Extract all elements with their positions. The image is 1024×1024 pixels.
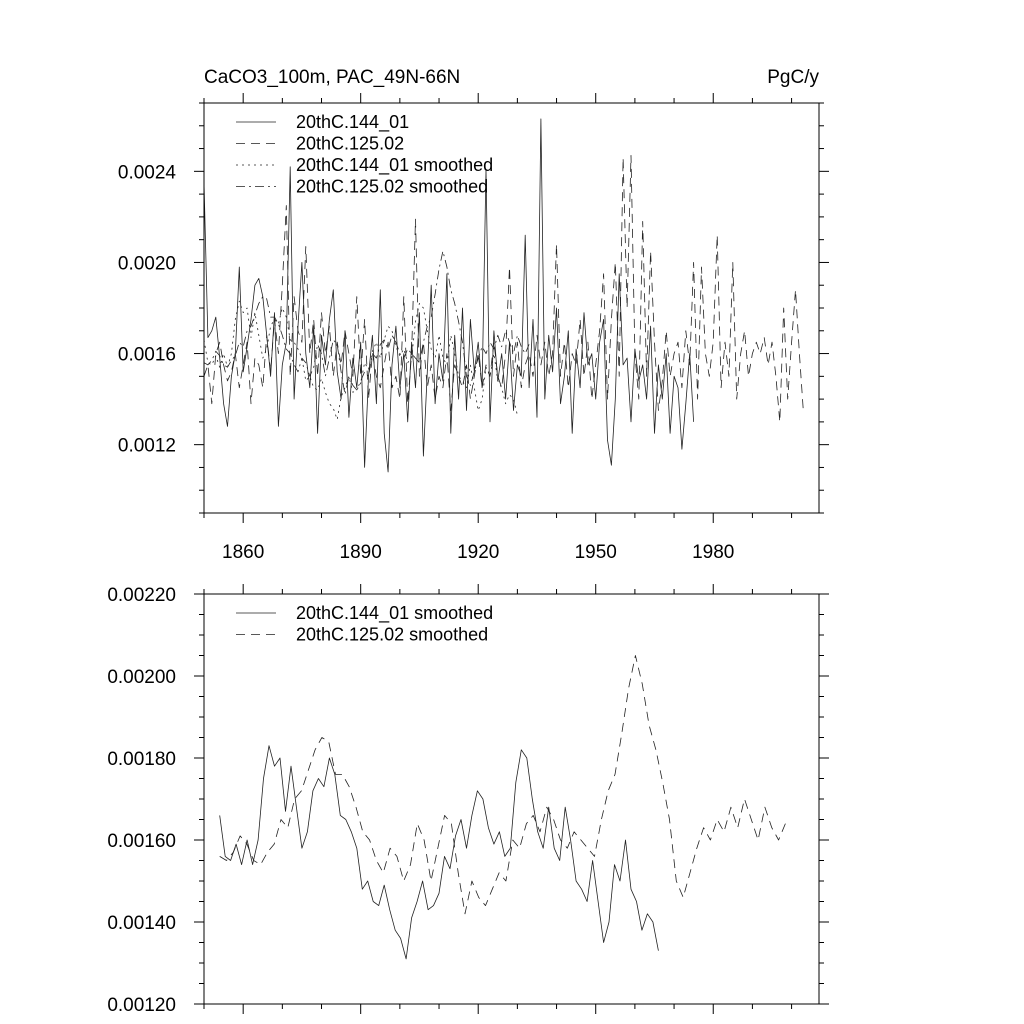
top-panel-x-tick-label: 1950 <box>575 542 617 563</box>
top-panel-y-tick-label: 0.0020 <box>118 253 176 274</box>
bottom-panel-y-tick-label: 0.00180 <box>107 749 176 770</box>
top-panel-legend-label-2: 20thC.125.02 <box>296 134 404 154</box>
top-panel-x-tick-label: 1860 <box>222 542 264 563</box>
bottom-panel: 0.00120 0.00140 0.00160 0.00180 0.00200 0.002… <box>107 584 829 1016</box>
top-panel-title-right: PgC/y <box>767 67 819 88</box>
bottom-panel-y-tick-label: 0.00140 <box>107 913 176 934</box>
top-panel-series-line-4 <box>203 250 530 396</box>
top-panel-series-line-2 <box>203 154 804 423</box>
top-panel-y-tick-label: 0.0024 <box>118 162 177 183</box>
top-panel-series-line-1 <box>203 118 694 473</box>
top-panel-legend-label-1: 20thC.144_01 <box>296 112 409 133</box>
top-panel-x-tick-label: 1980 <box>692 542 734 563</box>
bottom-panel-y-tick-label: 0.00200 <box>107 667 176 688</box>
bottom-panel-series-line-2 <box>219 655 786 915</box>
bottom-panel-legend-label-1: 20thC.144_01 smoothed <box>296 603 493 624</box>
bottom-panel-y-tick-label: 0.00120 <box>107 995 176 1016</box>
top-panel-legend-label-3: 20thC.144_01 smoothed <box>296 155 493 176</box>
top-panel-x-tick-label: 1890 <box>340 542 382 563</box>
top-panel-title-left: CaCO3_100m, PAC_49N-66N <box>204 67 460 88</box>
bottom-panel-y-tick-label: 0.00160 <box>107 831 176 852</box>
top-panel-series-line-3 <box>203 300 518 421</box>
top-panel-frame <box>203 102 820 514</box>
top-panel: CaCO3_100m, PAC_49N-66N PgC/y 1860 1890 19… <box>118 67 829 563</box>
top-panel-x-tick-label: 1920 <box>457 542 499 563</box>
top-panel-legend-label-4: 20thC.125.02 smoothed <box>296 177 488 197</box>
bottom-panel-legend-label-2: 20thC.125.02 smoothed <box>296 625 488 645</box>
top-panel-y-tick-label: 0.0012 <box>118 436 176 457</box>
bottom-panel-series-line-1 <box>219 745 659 960</box>
bottom-panel-y-tick-label: 0.00220 <box>107 585 176 606</box>
bottom-panel-frame <box>203 593 820 1005</box>
top-panel-y-tick-label: 0.0016 <box>118 345 176 366</box>
